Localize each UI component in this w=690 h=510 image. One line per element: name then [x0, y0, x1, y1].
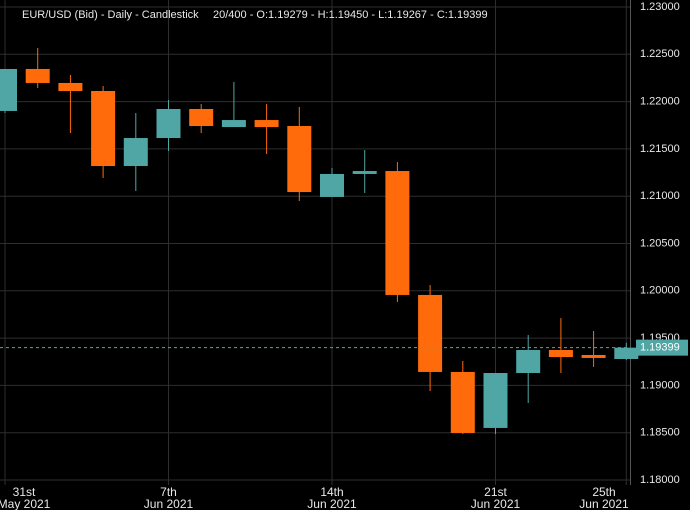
y-tick-label: 1.22500 [640, 48, 680, 60]
candle-body [385, 171, 410, 295]
y-tick-label: 1.23000 [640, 1, 680, 13]
y-tick-label: 1.20500 [640, 237, 680, 249]
candle-body [58, 82, 83, 92]
candle-body [189, 108, 214, 127]
x-tick-sublabel: Jun 2021 [307, 497, 357, 510]
candle-body [254, 120, 279, 128]
candle-body [516, 350, 541, 373]
y-tick-label: 1.18500 [640, 427, 680, 439]
candle-body [0, 68, 17, 111]
x-tick-sublabel: Jun 2021 [144, 497, 194, 510]
x-tick-sublabel: May 2021 [0, 497, 51, 510]
candle-body [614, 347, 639, 359]
chart-subtitle: 20/400 - O:1.19279 - H:1.19450 - L:1.192… [213, 9, 488, 21]
last-price-label: 1.19399 [640, 342, 680, 354]
x-tick-label: 31st [13, 485, 36, 499]
candle-body [287, 126, 312, 193]
candle-body [91, 91, 116, 167]
y-tick-label: 1.19000 [640, 379, 680, 391]
candle-body [581, 355, 606, 358]
chart-title: EUR/USD (Bid) - Daily - Candlestick [22, 9, 199, 21]
candle-body [352, 171, 377, 174]
candle-body [320, 173, 344, 197]
last-price-box [636, 339, 688, 356]
y-tick-label: 1.18000 [640, 474, 680, 486]
y-tick-label: 1.21500 [640, 143, 680, 155]
candle-body [548, 350, 573, 358]
x-tick-label: 21st [484, 485, 507, 499]
x-tick-sublabel: Jun 2021 [471, 497, 521, 510]
y-tick-label: 1.21000 [640, 190, 680, 202]
y-tick-label: 1.20000 [640, 285, 680, 297]
candle-body [123, 138, 148, 167]
candle-body [25, 68, 50, 83]
y-tick-label: 1.22000 [640, 96, 680, 108]
candle-body [450, 371, 475, 433]
candle-body [221, 120, 246, 128]
candle-body [156, 108, 181, 139]
candle-body [483, 372, 508, 428]
x-tick-label: 25th [592, 485, 615, 499]
x-tick-label: 14th [320, 485, 343, 499]
x-tick-label: 7th [160, 485, 177, 499]
candle-body [418, 294, 443, 372]
x-tick-sublabel: Jun 2021 [579, 497, 629, 510]
